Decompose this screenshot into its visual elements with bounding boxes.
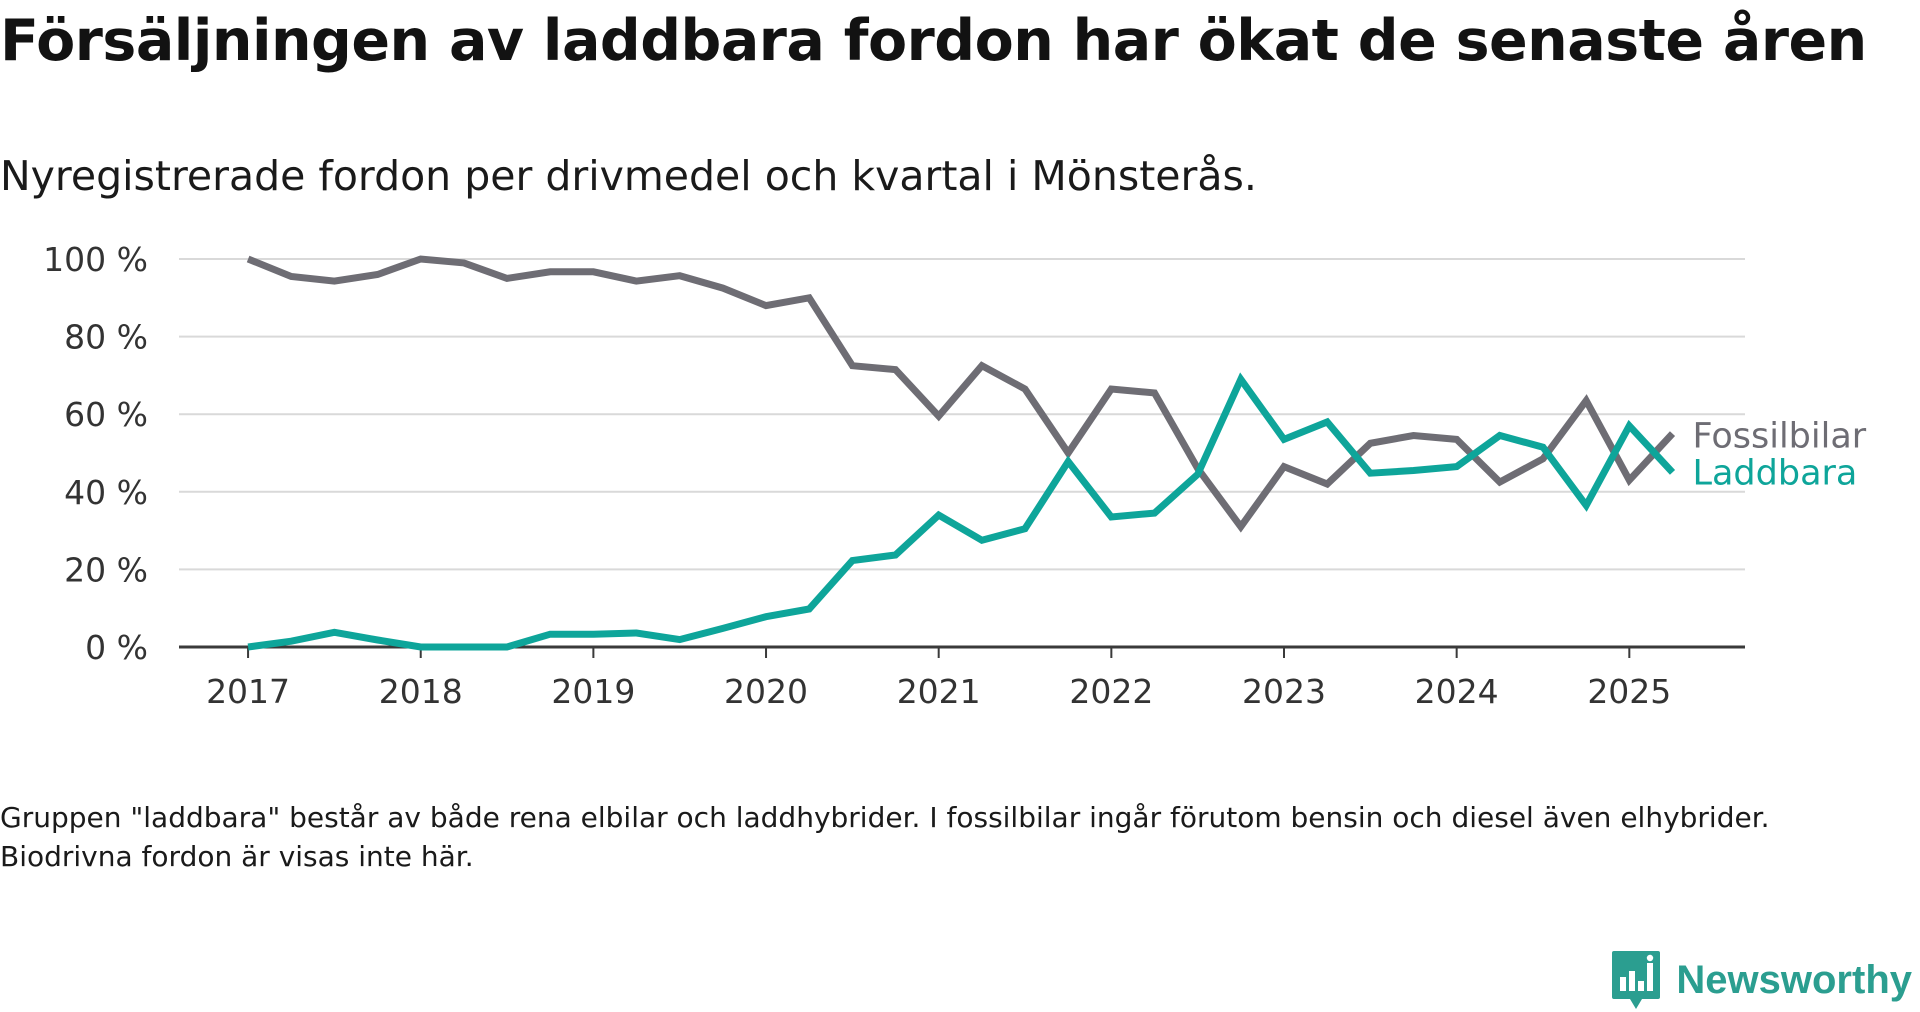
y-tick-label: 60 % [64,395,148,434]
x-tick-label: 2023 [1242,672,1326,711]
brand-name: Newsworthy [1676,957,1912,1002]
x-tick-label: 2024 [1415,672,1499,711]
x-tick-label: 2025 [1587,672,1671,711]
x-tick-label: 2021 [897,672,981,711]
chart-subtitle: Nyregistrerade fordon per drivmedel och … [0,152,1257,200]
y-tick-label: 0 % [85,628,148,667]
footnote: Gruppen "laddbara" består av både rena e… [0,801,1770,873]
series-line-fossilbilar [246,255,1676,533]
y-tick-label: 20 % [64,550,148,589]
x-tick-label: 2022 [1069,672,1153,711]
x-tick-label: 2017 [206,672,290,711]
line-chart: 0 % 20 % 40 % 60 % 80 % 100 % 2017 2018 2019 2020… [43,240,1867,711]
y-tick-label: 100 % [43,240,148,279]
y-tick-label: 40 % [64,473,148,512]
brand: Newsworthy [1610,948,1912,1012]
series-line-laddbara [247,372,1676,651]
series-label-fossilbilar: Fossilbilar [1692,417,1866,457]
x-tick-label: 2020 [724,672,808,711]
x-tick-label: 2019 [551,672,635,711]
series-label-laddbara: Laddbara [1692,453,1857,493]
newsworthy-logo-icon [1612,951,1661,1009]
y-tick-label: 80 % [64,318,148,357]
chart-title: Försäljningen av laddbara fordon har öka… [0,8,1867,74]
x-tick-label: 2018 [379,672,463,711]
